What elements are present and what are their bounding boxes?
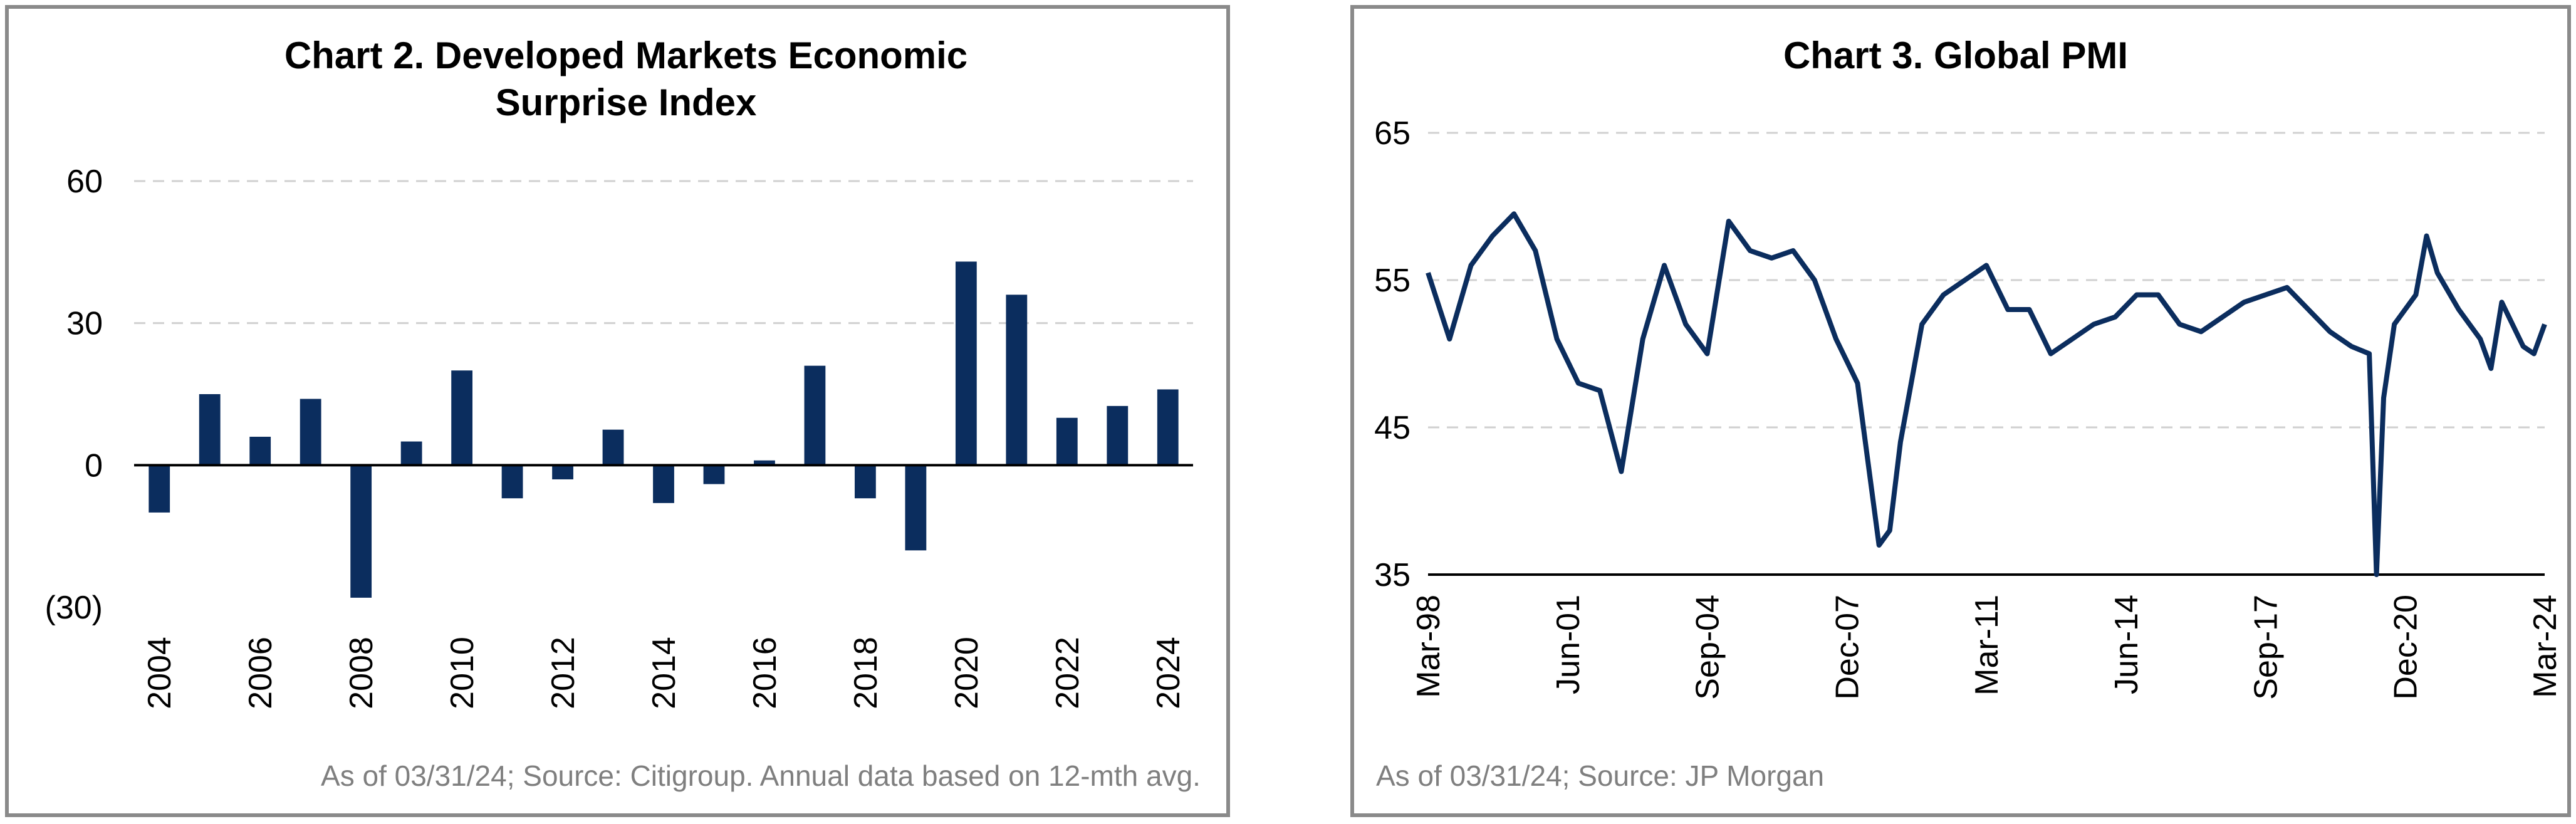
chart-3-xtick-label: Dec-07 — [1829, 595, 1865, 700]
chart-3-ytick-label: 55 — [1374, 263, 1411, 299]
chart-3-xtick-label: Jun-14 — [2109, 595, 2145, 694]
chart-2-xtick-label: 2018 — [848, 637, 884, 709]
chart-2-bar-2006 — [249, 437, 271, 466]
chart-3-pmi-line — [1426, 211, 2547, 577]
chart-3-xtick-label: Sep-17 — [2248, 595, 2285, 700]
chart-2-ytick-label: (30) — [45, 590, 103, 626]
chart-2-xtick-label: 2012 — [545, 637, 581, 709]
chart-2-xtick-label: 2016 — [747, 637, 783, 709]
chart-3-xtick-label: Mar-11 — [1969, 595, 2005, 696]
chart-2-xtick-label: 2006 — [242, 637, 279, 709]
chart-2-ytick-label: 30 — [66, 306, 103, 342]
chart-2-bar-2018 — [855, 465, 876, 499]
chart-2-xtick-label: 2010 — [444, 637, 481, 709]
chart-3-xtick-label: Dec-20 — [2387, 595, 2424, 700]
chart-2-bar-2011 — [501, 465, 523, 499]
chart-2-bar-2017 — [804, 365, 826, 466]
chart-3-ytick-label: 35 — [1374, 557, 1411, 593]
chart-2-bar-2005 — [199, 394, 221, 466]
chart-3-panel: Chart 3. Global PMI 65 55 45 35 Mar-98 Jun-01… — [1350, 5, 2571, 817]
chart-2-ytick-label: 0 — [85, 447, 103, 484]
chart-3-ytick-label: 45 — [1374, 410, 1411, 446]
chart-2-bar-2013 — [602, 429, 624, 466]
chart-3-title: Chart 3. Global PMI — [1783, 34, 2128, 76]
chart-2-panel: Chart 2. Developed Markets Economic Surp… — [5, 5, 1230, 817]
chart-2-bar-2016 — [754, 460, 775, 466]
chart-2-bar-2007 — [300, 399, 321, 466]
chart-2-bar-2012 — [552, 465, 573, 479]
chart-2-bar-2020 — [955, 261, 977, 466]
chart-2-bar-2004 — [149, 465, 170, 513]
chart-3-xtick-label: Mar-98 — [1411, 595, 1447, 698]
chart-2-bar-2010 — [451, 370, 472, 466]
chart-3-xtick-label: Sep-04 — [1690, 595, 1726, 700]
chart-2-bar-2015 — [703, 465, 725, 484]
chart-2-bar-2019 — [905, 465, 927, 551]
chart-2-bar-2021 — [1006, 295, 1028, 466]
chart-2-bar-2009 — [400, 441, 422, 466]
chart-2-xtick-label: 2024 — [1150, 637, 1187, 709]
chart-2-xtick-label: 2020 — [949, 637, 985, 709]
chart-3-source: As of 03/31/24; Source: JP Morgan — [1376, 759, 1824, 792]
chart-3-xtick-label: Mar-24 — [2527, 595, 2563, 698]
chart-2-ytick-label: 60 — [66, 164, 103, 200]
chart-2-xtick-label: 2008 — [343, 637, 380, 709]
chart-2-bar-2023 — [1107, 405, 1129, 466]
chart-2-bar-2022 — [1056, 417, 1078, 466]
chart-3-xtick-label: Jun-01 — [1550, 595, 1587, 694]
chart-2-title-line2: Surprise Index — [496, 81, 757, 123]
chart-2-bar-2008 — [350, 465, 372, 598]
chart-2-xtick-label: 2004 — [142, 637, 178, 709]
chart-2-bar-2024 — [1157, 389, 1179, 466]
chart-2-bar-2014 — [653, 465, 674, 503]
chart-3-ytick-label: 65 — [1374, 115, 1411, 152]
chart-2-xtick-label: 2014 — [646, 637, 682, 709]
chart-2-source: As of 03/31/24; Source: Citigroup. Annua… — [321, 759, 1201, 792]
chart-2-xtick-label: 2022 — [1050, 637, 1086, 709]
chart-2-title-line1: Chart 2. Developed Markets Economic — [284, 34, 967, 76]
chart-2-svg: Chart 2. Developed Markets Economic Surp… — [45, 34, 1201, 792]
